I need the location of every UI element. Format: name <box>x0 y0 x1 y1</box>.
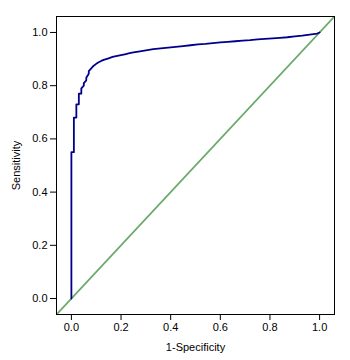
svg-text:1.0: 1.0 <box>32 26 47 38</box>
svg-text:0.4: 0.4 <box>163 321 178 333</box>
svg-text:Sensitivity: Sensitivity <box>10 140 22 190</box>
svg-text:0.6: 0.6 <box>32 132 47 144</box>
svg-text:0.6: 0.6 <box>213 321 228 333</box>
svg-text:1.0: 1.0 <box>312 321 327 333</box>
svg-text:0.0: 0.0 <box>64 321 79 333</box>
svg-text:0.2: 0.2 <box>32 239 47 251</box>
svg-text:0.8: 0.8 <box>32 79 47 91</box>
svg-text:1-Specificity: 1-Specificity <box>166 341 226 353</box>
svg-text:0.4: 0.4 <box>32 186 47 198</box>
svg-text:0.8: 0.8 <box>262 321 277 333</box>
svg-text:0.2: 0.2 <box>113 321 128 333</box>
svg-text:0.0: 0.0 <box>32 292 47 304</box>
